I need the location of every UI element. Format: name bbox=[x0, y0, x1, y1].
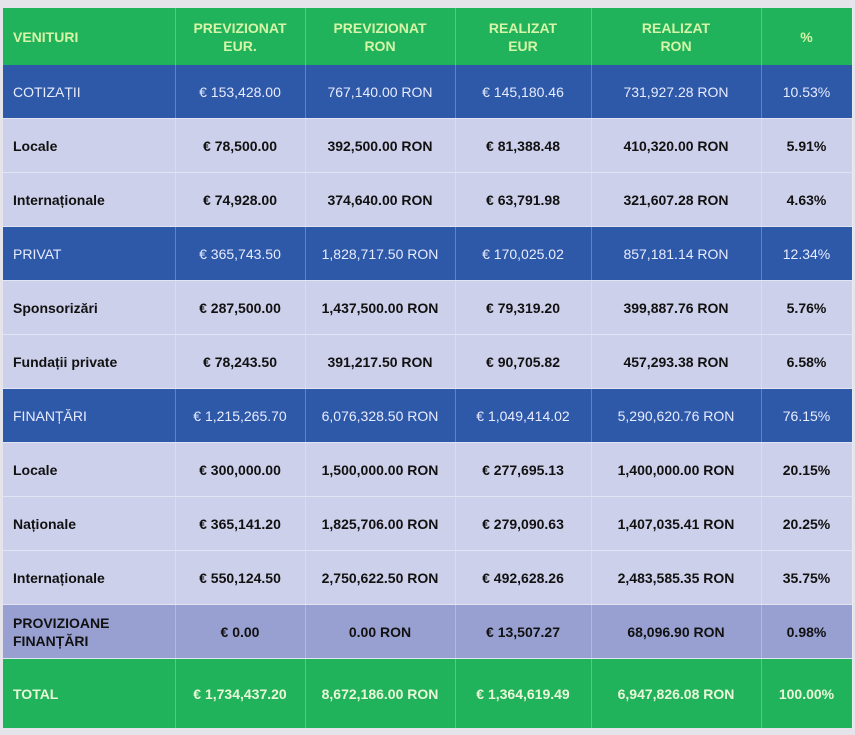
cell-value: 399,887.76 RON bbox=[591, 280, 762, 335]
table-row: Internaționale € 74,928.00 374,640.00 RON €… bbox=[3, 172, 853, 227]
header-text: PREVIZIONAT EUR. bbox=[193, 19, 287, 54]
row-label: Internaționale bbox=[3, 550, 176, 605]
cell-value: 321,607.28 RON bbox=[591, 172, 762, 227]
row-label: Sponsorizări bbox=[3, 280, 176, 335]
row-label: PROVIZIOANE FINANȚĂRI bbox=[3, 604, 176, 659]
cell-value: 767,140.00 RON bbox=[305, 65, 456, 119]
header-percent: % bbox=[761, 8, 853, 65]
row-label: Locale bbox=[3, 118, 176, 173]
cell-value: 4.63% bbox=[761, 172, 853, 227]
cell-value: 0.98% bbox=[761, 604, 853, 659]
cell-value: 35.75% bbox=[761, 550, 853, 605]
header-venituri: VENITURI bbox=[3, 8, 176, 65]
total-value: € 1,734,437.20 bbox=[175, 658, 306, 728]
cell-value: 20.15% bbox=[761, 442, 853, 497]
cell-value: € 78,243.50 bbox=[175, 334, 306, 389]
cell-value: 857,181.14 RON bbox=[591, 226, 762, 281]
table-row: Fundații private € 78,243.50 391,217.50 RO… bbox=[3, 334, 853, 389]
cell-value: 0.00 RON bbox=[305, 604, 456, 659]
table-row: Locale € 300,000.00 1,500,000.00 RON € 277,… bbox=[3, 442, 853, 497]
row-label: Internaționale bbox=[3, 172, 176, 227]
category-row: FINANȚĂRI € 1,215,265.70 6,076,328.50 RON €… bbox=[3, 388, 853, 443]
cell-value: € 279,090.63 bbox=[455, 496, 592, 551]
total-value: 100.00% bbox=[761, 658, 853, 728]
table-row: Internaționale € 550,124.50 2,750,622.50 R… bbox=[3, 550, 853, 605]
total-value: € 1,364,619.49 bbox=[455, 658, 592, 728]
header-text: REALIZAT RON bbox=[641, 19, 711, 54]
header-realizat-ron: REALIZAT RON bbox=[591, 8, 762, 65]
table-row: Naționale € 365,141.20 1,825,706.00 RON € 2… bbox=[3, 496, 853, 551]
category-row: COTIZAȚII € 153,428.00 767,140.00 RON € 145… bbox=[3, 65, 853, 119]
cell-value: € 365,743.50 bbox=[175, 226, 306, 281]
cell-value: € 365,141.20 bbox=[175, 496, 306, 551]
cell-value: 410,320.00 RON bbox=[591, 118, 762, 173]
cell-value: 6.58% bbox=[761, 334, 853, 389]
cell-value: 6,076,328.50 RON bbox=[305, 388, 456, 443]
cell-value: 391,217.50 RON bbox=[305, 334, 456, 389]
header-text: REALIZAT EUR bbox=[488, 19, 558, 54]
cell-value: € 63,791.98 bbox=[455, 172, 592, 227]
total-label: TOTAL bbox=[3, 658, 176, 728]
cell-value: 1,437,500.00 RON bbox=[305, 280, 456, 335]
cell-value: € 0.00 bbox=[175, 604, 306, 659]
cell-value: 12.34% bbox=[761, 226, 853, 281]
cell-value: 457,293.38 RON bbox=[591, 334, 762, 389]
cell-value: 1,825,706.00 RON bbox=[305, 496, 456, 551]
cell-value: € 153,428.00 bbox=[175, 65, 306, 119]
table-row: Sponsorizări € 287,500.00 1,437,500.00 RON… bbox=[3, 280, 853, 335]
cell-value: 10.53% bbox=[761, 65, 853, 119]
header-previzionat-ron: PREVIZIONAT RON bbox=[305, 8, 456, 65]
row-label: COTIZAȚII bbox=[3, 65, 176, 119]
header-row: VENITURI PREVIZIONAT EUR. PREVIZIONAT RO… bbox=[3, 8, 853, 65]
cell-value: 5.91% bbox=[761, 118, 853, 173]
cell-value: € 287,500.00 bbox=[175, 280, 306, 335]
row-label: PRIVAT bbox=[3, 226, 176, 281]
cell-value: 2,483,585.35 RON bbox=[591, 550, 762, 605]
cell-value: 392,500.00 RON bbox=[305, 118, 456, 173]
row-label: Locale bbox=[3, 442, 176, 497]
revenue-table: VENITURI PREVIZIONAT EUR. PREVIZIONAT RO… bbox=[3, 8, 853, 728]
header-previzionat-eur: PREVIZIONAT EUR. bbox=[175, 8, 306, 65]
category-row: PRIVAT € 365,743.50 1,828,717.50 RON € 170,… bbox=[3, 226, 853, 281]
cell-value: € 74,928.00 bbox=[175, 172, 306, 227]
cell-value: 5,290,620.76 RON bbox=[591, 388, 762, 443]
cell-value: € 170,025.02 bbox=[455, 226, 592, 281]
cell-value: 731,927.28 RON bbox=[591, 65, 762, 119]
cell-value: 76.15% bbox=[761, 388, 853, 443]
total-value: 6,947,826.08 RON bbox=[591, 658, 762, 728]
cell-value: 5.76% bbox=[761, 280, 853, 335]
header-realizat-eur: REALIZAT EUR bbox=[455, 8, 592, 65]
cell-value: 2,750,622.50 RON bbox=[305, 550, 456, 605]
cell-value: 1,400,000.00 RON bbox=[591, 442, 762, 497]
cell-value: € 492,628.26 bbox=[455, 550, 592, 605]
cell-value: € 13,507.27 bbox=[455, 604, 592, 659]
cell-value: 1,828,717.50 RON bbox=[305, 226, 456, 281]
cell-value: 20.25% bbox=[761, 496, 853, 551]
cell-value: € 1,049,414.02 bbox=[455, 388, 592, 443]
cell-value: 1,407,035.41 RON bbox=[591, 496, 762, 551]
cell-value: 1,500,000.00 RON bbox=[305, 442, 456, 497]
row-label: FINANȚĂRI bbox=[3, 388, 176, 443]
cell-value: € 78,500.00 bbox=[175, 118, 306, 173]
cell-value: € 90,705.82 bbox=[455, 334, 592, 389]
cell-value: 374,640.00 RON bbox=[305, 172, 456, 227]
header-text: PREVIZIONAT RON bbox=[333, 19, 427, 54]
table-row: Locale € 78,500.00 392,500.00 RON € 81,388.… bbox=[3, 118, 853, 173]
total-value: 8,672,186.00 RON bbox=[305, 658, 456, 728]
provision-row: PROVIZIOANE FINANȚĂRI € 0.00 0.00 RON € 13,… bbox=[3, 604, 853, 659]
cell-value: € 300,000.00 bbox=[175, 442, 306, 497]
cell-value: € 550,124.50 bbox=[175, 550, 306, 605]
row-label: Fundații private bbox=[3, 334, 176, 389]
cell-value: € 145,180.46 bbox=[455, 65, 592, 119]
cell-value: € 81,388.48 bbox=[455, 118, 592, 173]
cell-value: € 79,319.20 bbox=[455, 280, 592, 335]
cell-value: € 1,215,265.70 bbox=[175, 388, 306, 443]
cell-value: € 277,695.13 bbox=[455, 442, 592, 497]
cell-value: 68,096.90 RON bbox=[591, 604, 762, 659]
row-label: Naționale bbox=[3, 496, 176, 551]
total-row: TOTAL € 1,734,437.20 8,672,186.00 RON € 1,3… bbox=[3, 658, 853, 728]
